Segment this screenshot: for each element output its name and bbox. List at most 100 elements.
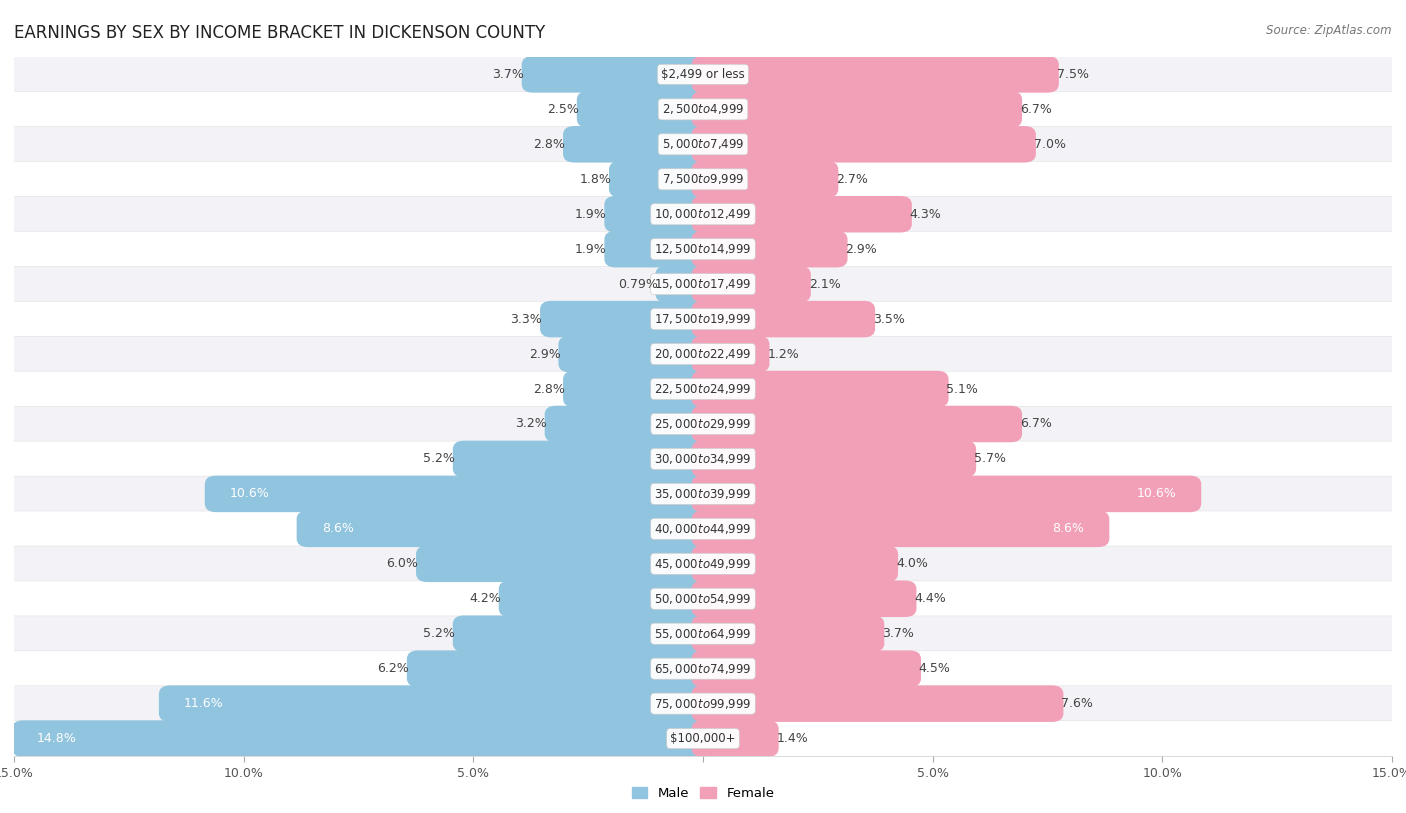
FancyBboxPatch shape [14,92,1392,127]
FancyBboxPatch shape [692,615,884,652]
FancyBboxPatch shape [562,371,714,407]
FancyBboxPatch shape [14,616,1392,651]
FancyBboxPatch shape [605,231,714,267]
FancyBboxPatch shape [14,372,1392,406]
Text: 2.8%: 2.8% [533,138,565,150]
FancyBboxPatch shape [576,91,714,128]
FancyBboxPatch shape [692,301,875,337]
FancyBboxPatch shape [692,441,976,477]
Text: $17,500 to $19,999: $17,500 to $19,999 [654,312,752,326]
FancyBboxPatch shape [540,301,714,337]
Text: $25,000 to $29,999: $25,000 to $29,999 [654,417,752,431]
Text: $2,499 or less: $2,499 or less [661,68,745,80]
Text: 3.7%: 3.7% [492,68,524,80]
FancyBboxPatch shape [416,546,714,582]
Text: 3.2%: 3.2% [515,418,547,430]
FancyBboxPatch shape [692,196,912,233]
FancyBboxPatch shape [14,651,1392,686]
Text: $10,000 to $12,499: $10,000 to $12,499 [654,207,752,221]
FancyBboxPatch shape [544,406,714,442]
Text: 6.7%: 6.7% [1019,418,1052,430]
Text: $40,000 to $44,999: $40,000 to $44,999 [654,522,752,536]
FancyBboxPatch shape [14,197,1392,232]
Text: 5.7%: 5.7% [974,453,1005,465]
FancyBboxPatch shape [14,337,1392,372]
FancyBboxPatch shape [14,127,1392,162]
Text: $50,000 to $54,999: $50,000 to $54,999 [654,592,752,606]
FancyBboxPatch shape [14,232,1392,267]
Text: 4.2%: 4.2% [470,593,501,605]
Text: $2,500 to $4,999: $2,500 to $4,999 [662,102,744,116]
Text: $5,000 to $7,499: $5,000 to $7,499 [662,137,744,151]
Text: $22,500 to $24,999: $22,500 to $24,999 [654,382,752,396]
Legend: Male, Female: Male, Female [626,782,780,806]
Text: 2.1%: 2.1% [808,278,841,290]
Text: $15,000 to $17,499: $15,000 to $17,499 [654,277,752,291]
Text: 10.6%: 10.6% [231,488,270,500]
Text: 10.6%: 10.6% [1136,488,1175,500]
FancyBboxPatch shape [297,511,714,547]
FancyBboxPatch shape [655,266,714,302]
Text: 7.6%: 7.6% [1062,698,1092,710]
FancyBboxPatch shape [692,511,1109,547]
Text: $30,000 to $34,999: $30,000 to $34,999 [654,452,752,466]
Text: 1.2%: 1.2% [768,348,799,360]
FancyBboxPatch shape [14,57,1392,92]
Text: 6.2%: 6.2% [377,663,409,675]
FancyBboxPatch shape [692,336,769,372]
Text: Source: ZipAtlas.com: Source: ZipAtlas.com [1267,24,1392,37]
Text: 11.6%: 11.6% [184,698,224,710]
Text: 4.4%: 4.4% [914,593,946,605]
Text: 2.9%: 2.9% [845,243,877,255]
Text: 4.0%: 4.0% [896,558,928,570]
FancyBboxPatch shape [14,441,1392,476]
FancyBboxPatch shape [11,720,714,757]
Text: $45,000 to $49,999: $45,000 to $49,999 [654,557,752,571]
Text: 4.3%: 4.3% [910,208,942,220]
Text: 1.9%: 1.9% [575,208,606,220]
FancyBboxPatch shape [14,686,1392,721]
Text: 5.1%: 5.1% [946,383,979,395]
Text: 2.9%: 2.9% [529,348,561,360]
FancyBboxPatch shape [14,546,1392,581]
Text: 7.5%: 7.5% [1057,68,1088,80]
FancyBboxPatch shape [562,126,714,163]
Text: 8.6%: 8.6% [322,523,354,535]
FancyBboxPatch shape [522,56,714,93]
FancyBboxPatch shape [692,231,848,267]
FancyBboxPatch shape [692,161,838,198]
Text: EARNINGS BY SEX BY INCOME BRACKET IN DICKENSON COUNTY: EARNINGS BY SEX BY INCOME BRACKET IN DIC… [14,24,546,42]
Text: 4.5%: 4.5% [920,663,950,675]
Text: $7,500 to $9,999: $7,500 to $9,999 [662,172,744,186]
FancyBboxPatch shape [453,615,714,652]
FancyBboxPatch shape [692,406,1022,442]
Text: 2.8%: 2.8% [533,383,565,395]
FancyBboxPatch shape [605,196,714,233]
FancyBboxPatch shape [159,685,714,722]
FancyBboxPatch shape [692,476,1201,512]
FancyBboxPatch shape [692,266,811,302]
Text: 1.8%: 1.8% [579,173,612,185]
Text: 7.0%: 7.0% [1033,138,1066,150]
Text: 5.2%: 5.2% [423,453,456,465]
FancyBboxPatch shape [14,721,1392,756]
FancyBboxPatch shape [692,91,1022,128]
FancyBboxPatch shape [14,267,1392,302]
FancyBboxPatch shape [14,162,1392,197]
FancyBboxPatch shape [14,302,1392,337]
FancyBboxPatch shape [499,580,714,617]
Text: 6.7%: 6.7% [1019,103,1052,115]
Text: 1.4%: 1.4% [776,733,808,745]
Text: 3.3%: 3.3% [510,313,543,325]
Text: 2.5%: 2.5% [547,103,579,115]
FancyBboxPatch shape [14,476,1392,511]
Text: 6.0%: 6.0% [387,558,418,570]
FancyBboxPatch shape [692,56,1059,93]
Text: $55,000 to $64,999: $55,000 to $64,999 [654,627,752,641]
Text: 1.9%: 1.9% [575,243,606,255]
Text: $65,000 to $74,999: $65,000 to $74,999 [654,662,752,676]
Text: $75,000 to $99,999: $75,000 to $99,999 [654,697,752,711]
FancyBboxPatch shape [692,650,921,687]
FancyBboxPatch shape [558,336,714,372]
FancyBboxPatch shape [609,161,714,198]
